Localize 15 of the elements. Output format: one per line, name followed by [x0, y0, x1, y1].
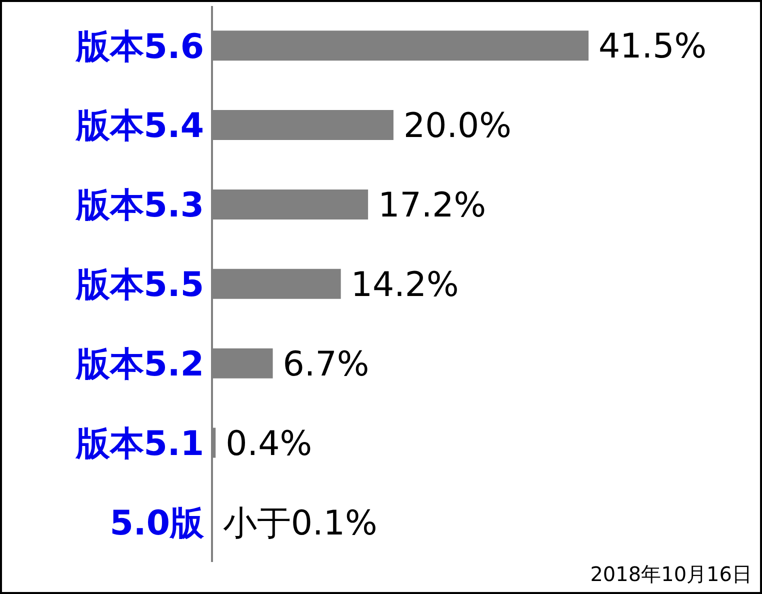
text: 2018年10月16日: [590, 561, 752, 588]
y-tick-label: 5.0版: [110, 503, 205, 544]
data-label: 小于0.1%: [222, 503, 378, 544]
y-tick-label: 版本5.1: [74, 424, 204, 464]
data-label: 20.0%: [403, 106, 512, 146]
data-label: 0.4%: [226, 424, 312, 464]
y-tick-label: 版本5.4: [74, 106, 204, 146]
y-tick-label: 版本5.6: [74, 26, 204, 67]
y-tick-label: 版本5.2: [74, 344, 204, 384]
y-tick-label: 版本5.5: [74, 265, 204, 306]
data-label: 41.5%: [598, 26, 707, 67]
data-label: 17.2%: [378, 186, 486, 226]
data-label: 6.7%: [282, 344, 370, 384]
data-label: 14.2%: [350, 264, 459, 305]
y-tick-label: 版本5.3: [74, 186, 204, 226]
